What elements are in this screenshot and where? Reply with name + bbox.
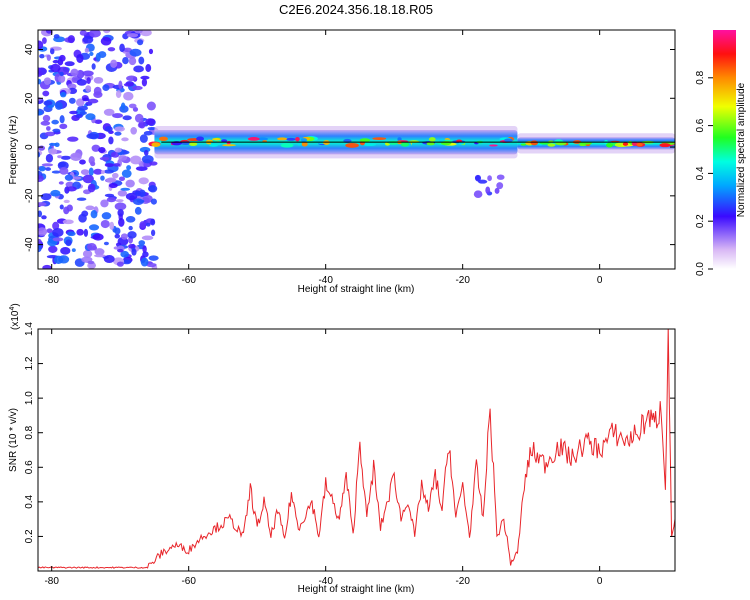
snr-x-label: Height of straight line (km) bbox=[298, 584, 415, 595]
spectrogram-x-label: Height of straight line (km) bbox=[298, 284, 415, 295]
spectrogram-region bbox=[517, 133, 675, 154]
x-tick-label: -80 bbox=[44, 576, 59, 587]
y-tick-label: 40 bbox=[24, 44, 35, 56]
snr-x-ticks: -80 -60 -40 -20 0 bbox=[44, 329, 603, 587]
y-tick-label: 0.4 bbox=[24, 494, 35, 508]
spectrogram-x-ticks: -80 -60 -40 -20 0 bbox=[44, 30, 603, 286]
y-tick-label: 1.2 bbox=[24, 356, 35, 370]
spectrogram-region bbox=[38, 30, 159, 269]
snr-y-label: SNR (10 * v/v) bbox=[8, 408, 19, 472]
x-tick-label: -40 bbox=[318, 275, 333, 286]
spectrogram-y-label: Frequency (Hz) bbox=[8, 116, 19, 185]
figure-title: C2E6.2024.356.18.18.R05 bbox=[279, 2, 433, 17]
y-tick-label: -40 bbox=[24, 237, 35, 252]
y-tick-label: 0.2 bbox=[24, 529, 35, 543]
x-tick-label: 0 bbox=[597, 576, 603, 587]
x-tick-label: -80 bbox=[44, 275, 59, 286]
y-tick-label: 1.0 bbox=[24, 391, 35, 405]
x-tick-label: 0 bbox=[597, 275, 603, 286]
colorbar-ticks: 0.0 0.2 0.4 0.6 0.8 bbox=[695, 70, 713, 276]
y-tick-label: 0.6 bbox=[24, 460, 35, 474]
y-tick-label: 20 bbox=[24, 92, 35, 104]
snr-panel: -80 -60 -40 -20 0 0.2 0.4 0.6 0.8 1.0 1.2 1.4 Heig… bbox=[8, 303, 676, 595]
colorbar-tick-label: 0.2 bbox=[695, 214, 706, 228]
colorbar-label: Normalized spectral amplitude bbox=[736, 82, 747, 217]
x-tick-label: -60 bbox=[181, 576, 196, 587]
y-tick-label: 0.8 bbox=[24, 425, 35, 439]
snr-y-multiplier: (x104) bbox=[9, 303, 21, 330]
y-tick-label: -20 bbox=[24, 188, 35, 203]
y-tick-label: 0 bbox=[24, 144, 35, 150]
colorbar-tick-label: 0.6 bbox=[695, 118, 706, 132]
snr-y-multiplier-exponent: 4 bbox=[9, 307, 16, 311]
snr-frame bbox=[37, 328, 676, 572]
x-tick-label: -40 bbox=[318, 576, 333, 587]
spectrogram-frame bbox=[37, 29, 676, 270]
y-tick-label: 1.4 bbox=[24, 322, 35, 336]
colorbar-scale bbox=[713, 30, 736, 269]
colorbar-tick-label: 0.8 bbox=[695, 70, 706, 84]
snr-series-line bbox=[38, 329, 675, 569]
colorbar-tick-label: 0.4 bbox=[695, 166, 706, 180]
colorbar: 0.0 0.2 0.4 0.6 0.8 Normalized spectral ampl… bbox=[695, 30, 747, 276]
x-tick-label: -20 bbox=[455, 275, 470, 286]
spectrogram-y-ticks: -40 -20 0 20 40 bbox=[24, 44, 675, 252]
spectrogram-image bbox=[38, 30, 675, 269]
spectrogram-panel: -80 -60 -40 -20 0 -40 -20 0 20 40 Height of stra… bbox=[8, 29, 676, 295]
x-tick-label: -60 bbox=[181, 275, 196, 286]
colorbar-tick-label: 0.0 bbox=[695, 262, 706, 276]
x-tick-label: -20 bbox=[455, 576, 470, 587]
snr-y-ticks: 0.2 0.4 0.6 0.8 1.0 1.2 1.4 bbox=[24, 322, 675, 543]
spectrogram-region bbox=[473, 174, 505, 199]
